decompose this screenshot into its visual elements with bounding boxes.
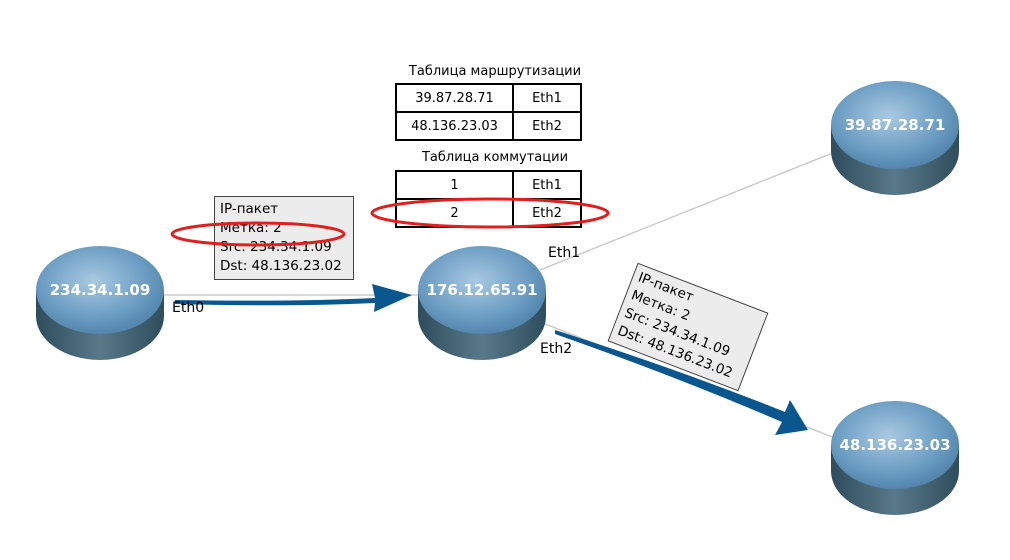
table-row: 1 Eth1 [395, 170, 582, 200]
cell: Eth2 [512, 111, 582, 141]
router-top [831, 401, 959, 489]
router-node: 39.87.28.71 [831, 81, 959, 195]
routing-table-title: Таблица маршрутизации [408, 64, 582, 79]
router-node: 234.34.1.09 [36, 246, 164, 360]
arrow-out [555, 330, 808, 435]
arrow-in [175, 284, 412, 312]
router-node: 48.136.23.03 [831, 401, 959, 515]
table-row: 39.87.28.71 Eth1 [395, 83, 582, 113]
cell: 39.87.28.71 [395, 83, 514, 113]
router-ip: 39.87.28.71 [845, 116, 946, 134]
packet-box-1: IP-пакет Метка: 2 Src: 234.34.1.09 Dst: … [214, 196, 354, 280]
eth0-label: Eth0 [172, 300, 204, 316]
cell: Eth2 [512, 198, 582, 228]
packet-label: Метка: 2 [220, 220, 282, 236]
switching-table-title: Таблица коммутации [421, 150, 569, 165]
router-node: 176.12.65.91 [418, 246, 546, 360]
cell: 48.136.23.03 [395, 111, 514, 141]
cell: 2 [395, 198, 514, 228]
router-ip: 48.136.23.03 [839, 436, 950, 454]
packet-title: IP-пакет [220, 201, 279, 217]
cell: 1 [395, 170, 514, 200]
cell: Eth1 [512, 83, 582, 113]
switching-table: 1 Eth1 2 Eth2 [395, 170, 582, 228]
eth1-label: Eth1 [548, 245, 580, 261]
link-eth1 [539, 149, 841, 271]
router-top [831, 81, 959, 169]
router-top [418, 246, 546, 334]
router-top [36, 246, 164, 334]
router-ip: 234.34.1.09 [50, 281, 151, 299]
packet-dst: Dst: 48.136.23.02 [220, 258, 342, 274]
router-ip: 176.12.65.91 [426, 281, 537, 299]
routing-table: 39.87.28.71 Eth1 48.136.23.03 Eth2 [395, 83, 582, 141]
table-row: 48.136.23.03 Eth2 [395, 111, 582, 141]
eth2-label: Eth2 [540, 341, 572, 357]
cell: Eth1 [512, 170, 582, 200]
table-row: 2 Eth2 [395, 198, 582, 228]
packet-src: Src: 234.34.1.09 [220, 239, 332, 255]
